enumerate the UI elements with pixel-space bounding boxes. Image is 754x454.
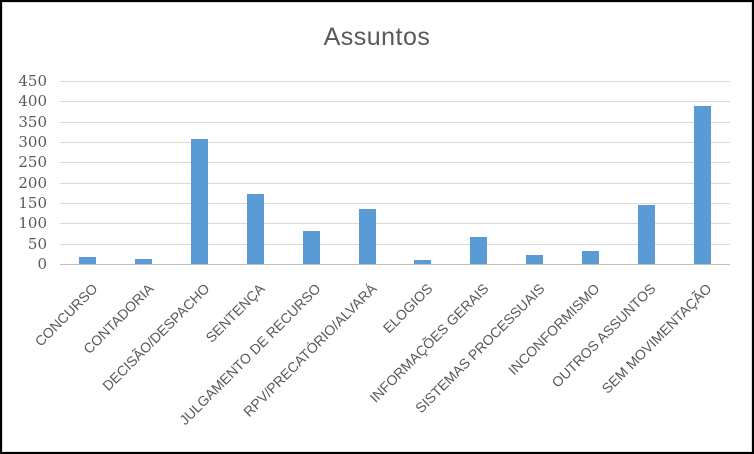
y-tick-label: 250 [18, 153, 47, 172]
gridline [60, 142, 730, 143]
gridline [60, 182, 730, 184]
y-tick-label: 400 [18, 92, 47, 111]
bar [414, 259, 432, 264]
bar [191, 138, 209, 264]
y-tick-label: 50 [27, 234, 47, 253]
bar [358, 208, 376, 264]
bar [246, 194, 264, 264]
gridline [60, 243, 730, 245]
gridline [60, 121, 730, 123]
gridline [60, 81, 730, 82]
bar [79, 257, 97, 264]
y-tick-label: 350 [18, 112, 47, 131]
y-tick-label: 150 [18, 194, 47, 212]
bar [581, 250, 599, 264]
bar [637, 205, 655, 264]
bar [693, 106, 711, 264]
y-tick-label: 300 [18, 133, 47, 151]
y-tick-label: 200 [18, 173, 47, 192]
bar [135, 258, 153, 264]
y-tick-label: 0 [37, 255, 47, 273]
bar [470, 236, 488, 264]
bar [526, 255, 544, 264]
gridline [60, 223, 730, 225]
gridline [60, 203, 730, 204]
x-axis-line [60, 264, 730, 265]
chart-title: Assuntos [323, 23, 431, 51]
y-tick-label: 450 [18, 72, 47, 90]
plot-area [60, 81, 730, 265]
bar [302, 230, 320, 264]
gridline [60, 101, 730, 103]
y-tick-label: 100 [18, 214, 47, 233]
gridline [60, 162, 730, 164]
x-category-label: SEM MOVIMENTAÇÃO [598, 280, 715, 397]
